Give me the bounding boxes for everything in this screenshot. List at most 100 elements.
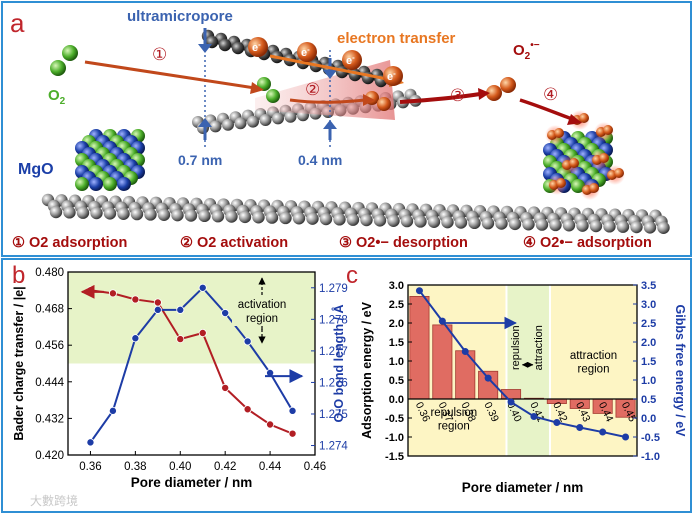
bader-charge-point (176, 335, 185, 344)
carbon-atom (481, 217, 495, 230)
mgo-atom (89, 177, 103, 191)
gibbs-energy-line (418, 290, 626, 438)
chart-b-y-left-tick: 0.480 (35, 267, 64, 279)
mgo-atom (117, 177, 131, 191)
carbon-atom (562, 219, 576, 232)
carbon-atom (222, 118, 234, 131)
chart-c-y-right-tick: -1.0 (641, 451, 660, 463)
chart-b-y-left-tick: 0.456 (35, 340, 64, 352)
bond-length-point (288, 406, 297, 415)
chart-b-y-right-tick: 1.276 (319, 377, 348, 389)
mgo-cube-right (543, 110, 625, 200)
electron-label: e- (301, 45, 310, 59)
carbon-atom (211, 210, 225, 223)
carbon-atom (630, 220, 643, 234)
carbon-atom (373, 214, 387, 227)
chart-c-y-right-tick: 0.0 (641, 413, 656, 425)
gibbs-energy-point (576, 424, 584, 431)
carbon-atom (643, 221, 657, 234)
carbon-atom (198, 209, 211, 223)
carbon-atom (238, 210, 252, 224)
chart-c-y-right-tick: 3.0 (641, 299, 656, 311)
carbon-atom (90, 206, 103, 220)
chart-c-y-right-tick: 1.5 (641, 356, 656, 368)
carbon-atom (103, 207, 117, 220)
electron-label: e- (346, 53, 355, 67)
readsorption-arrowhead (567, 114, 582, 125)
repulsion-vertical-label: repulsion (510, 325, 522, 370)
chart-b-y-left-tick: 0.468 (35, 304, 64, 316)
chart-c-x-label: Pore diameter / nm (462, 480, 584, 495)
carbon-atom (400, 214, 414, 228)
carbon-atom (225, 210, 238, 223)
adsorbed-o (589, 183, 599, 193)
carbon-atom (63, 206, 76, 219)
carbon-atom (576, 219, 589, 232)
bader-charge-point (131, 295, 140, 304)
carbon-atom (231, 41, 245, 55)
step-legend-3: ③ O2•− desorption (339, 235, 468, 251)
adsorption-arrowhead (250, 82, 264, 94)
arrowhead-down-04 (323, 70, 337, 79)
transition-region-shade (506, 285, 550, 456)
chart-c-y-right-tick: 0.5 (641, 394, 656, 406)
carbon-atom (279, 211, 292, 225)
annotation-line-2: region (246, 313, 278, 325)
attraction-region-label-2: region (578, 363, 610, 375)
desorption-arrowhead (478, 88, 490, 100)
electron-transfer-label: electron transfer (337, 30, 456, 47)
bond-length-point (221, 309, 230, 318)
carbon-atom (495, 217, 508, 230)
o2-radical-label: O2•− (513, 40, 540, 62)
carbon-atom (184, 209, 198, 222)
desorption-path-arrow (399, 92, 481, 104)
o2-molecule-free (50, 45, 78, 76)
attraction-region-label-1: attraction (570, 350, 617, 362)
width-07-label: 0.7 nm (178, 152, 222, 168)
gibbs-energy-point (507, 398, 515, 406)
bader-charge-point (221, 383, 230, 392)
bond-length-line (89, 286, 294, 443)
annotation-backdrop (232, 296, 294, 326)
attraction-region-shade (549, 285, 637, 456)
panel-c-letter: c (346, 262, 358, 289)
chart-b-x-tick: 0.38 (124, 461, 146, 473)
bond-length-point (86, 438, 95, 447)
bader-charge-point (266, 420, 275, 429)
electron-group: e-e-e-e- (248, 37, 403, 86)
carbon-atom (49, 205, 63, 219)
mgo-label: MgO (18, 161, 54, 178)
carbon-atom (157, 208, 171, 221)
step-mark-4: ④ (543, 85, 558, 104)
carbon-atom (306, 212, 319, 225)
carbon-atom (171, 208, 184, 222)
chart-b-x-label: Pore diameter / nm (131, 475, 253, 490)
carbon-atom (209, 120, 222, 133)
chart-b-x-tick: 0.42 (214, 461, 236, 473)
carbon-atom (454, 216, 468, 229)
electron-label: e- (387, 69, 396, 83)
carbon-atom (441, 215, 454, 229)
chart-c-y-left-tick: 0.0 (389, 394, 404, 406)
arrowhead-up-07 (198, 118, 212, 127)
carbon-atom (144, 208, 157, 221)
adsorbed-o (556, 178, 566, 188)
carbon-atom (522, 218, 535, 231)
carbon-atom (284, 110, 297, 123)
o2-molecule-adsorbed (257, 77, 280, 103)
carbon-atom (259, 114, 272, 126)
chart-c-y-left-tick: 1.5 (389, 337, 404, 349)
activation-path-arrow (289, 98, 366, 104)
chart-b-x-tick: 0.36 (79, 461, 101, 473)
carbon-atom (265, 211, 279, 224)
gibbs-energy-point (484, 374, 492, 382)
bader-charge-line (90, 289, 293, 435)
carbon-atom (272, 112, 284, 125)
carbon-atom (360, 213, 373, 227)
arrowhead-down-07 (198, 44, 212, 53)
carbon-atom (657, 221, 670, 234)
adsorbed-o (603, 125, 613, 135)
gibbs-energy-point (415, 287, 423, 295)
chart-b-y-right-tick: 1.278 (319, 314, 348, 326)
bader-charge-point (108, 289, 117, 298)
